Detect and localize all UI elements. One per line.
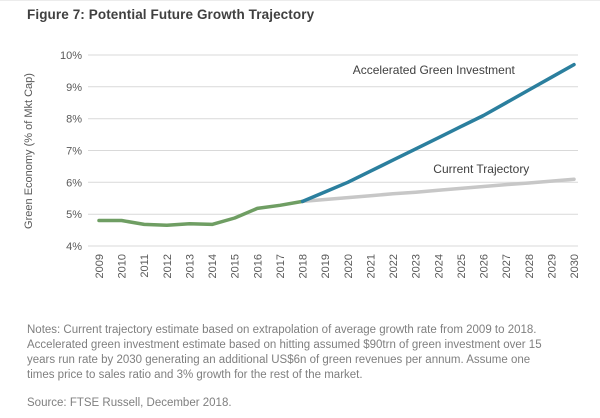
x-tick-label: 2027 <box>501 254 513 278</box>
x-tick-label: 2029 <box>546 254 558 278</box>
x-tick-label: 2015 <box>230 254 242 278</box>
source-text: Source: FTSE Russell, December 2018. <box>27 397 232 409</box>
series-historical <box>97 199 305 228</box>
y-axis-title: Green Economy (% of Mkt Cap) <box>23 73 35 229</box>
x-tick-label: 2028 <box>524 254 536 278</box>
x-tick-label: 2010 <box>117 254 129 278</box>
x-tick-label: 2018 <box>298 254 310 278</box>
x-tick-label: 2022 <box>388 254 400 278</box>
y-tick-label: 6% <box>66 177 82 189</box>
x-tick-label: 2016 <box>252 254 264 278</box>
series-accelerated-green-investment <box>300 62 576 204</box>
y-tick-label: 10% <box>60 50 82 62</box>
annotation-label: Current Trajectory <box>433 162 529 176</box>
y-tick-label: 8% <box>66 114 82 126</box>
x-tick-label: 2024 <box>433 254 445 278</box>
figure-title: Figure 7: Potential Future Growth Trajec… <box>27 7 315 22</box>
growth-trajectory-chart: 4% 5% 6% 7% 8% 9% 10% Green Economy (% of Mkt C… <box>23 50 581 278</box>
y-tick-label: 9% <box>66 82 82 94</box>
y-tick-label: 7% <box>66 146 82 158</box>
x-tick-label: 2014 <box>207 254 219 278</box>
x-tick-label: 2019 <box>320 254 332 278</box>
x-tick-label: 2011 <box>139 254 151 278</box>
x-tick-label: 2009 <box>94 254 106 278</box>
notes-line: Accelerated green investment estimate ba… <box>27 339 542 351</box>
y-tick-label: 4% <box>66 241 82 253</box>
notes-text: Notes: Current trajectory estimate based… <box>27 323 587 383</box>
series-current-trajectory <box>300 177 576 204</box>
x-tick-label: 2020 <box>343 254 355 278</box>
notes-line: Notes: Current trajectory estimate based… <box>27 324 537 336</box>
x-tick-label: 2025 <box>456 254 468 278</box>
notes-line: years run rate by 2030 generating an add… <box>27 354 531 366</box>
x-tick-label: 2017 <box>275 254 287 278</box>
x-tick-label: 2013 <box>185 254 197 278</box>
y-tick-label: 5% <box>66 209 82 221</box>
x-tick-label: 2023 <box>411 254 423 278</box>
x-tick-label: 2030 <box>569 254 581 278</box>
x-tick-label: 2021 <box>365 254 377 278</box>
x-tick-label: 2026 <box>479 254 491 278</box>
annotation-label: Accelerated Green Investment <box>353 63 516 77</box>
notes-line: times price to sales ratio and 3% growth… <box>27 369 363 381</box>
x-tick-label: 2012 <box>162 254 174 278</box>
